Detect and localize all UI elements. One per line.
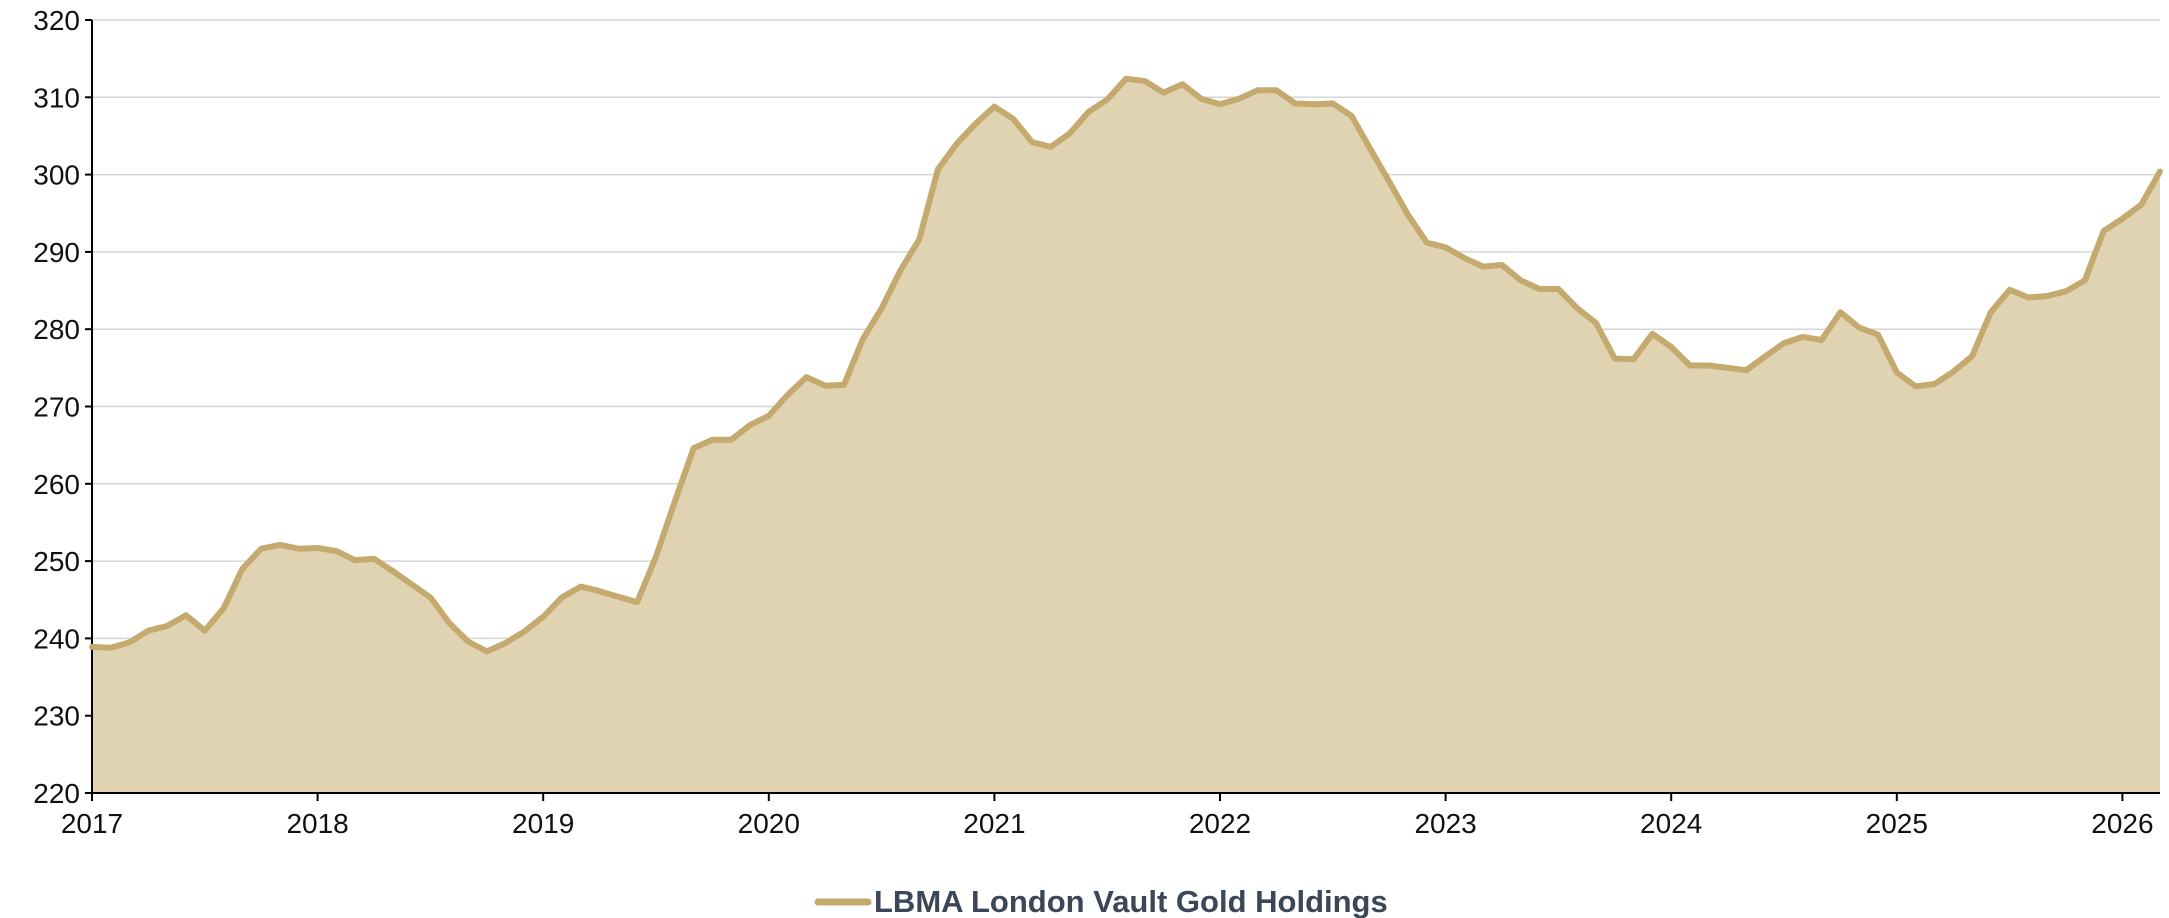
x-tick-label: 2018 <box>286 808 348 839</box>
x-tick-label: 2019 <box>512 808 574 839</box>
y-tick-label: 240 <box>33 623 80 654</box>
x-tick-label: 2017 <box>61 808 123 839</box>
x-axis-ticks: 2017 2018 2019 2020 2021 2022 2023 2024 2025 2026 <box>61 793 2154 839</box>
y-tick-label: 280 <box>33 314 80 345</box>
series-area-fill <box>92 78 2160 793</box>
y-tick-label: 260 <box>33 469 80 500</box>
y-tick-label: 250 <box>33 546 80 577</box>
x-tick-label: 2024 <box>1640 808 1702 839</box>
y-tick-label: 320 <box>33 5 80 36</box>
x-tick-label: 2025 <box>1866 808 1928 839</box>
legend: LBMA London Vault Gold Holdings <box>814 884 1388 918</box>
series-line <box>89 75 2163 655</box>
y-tick-label: 310 <box>33 82 80 113</box>
x-tick-label: 2026 <box>2091 808 2153 839</box>
legend-label: LBMA London Vault Gold Holdings <box>874 884 1388 918</box>
y-tick-label: 270 <box>33 392 80 423</box>
y-axis-ticks: 220 230 240 250 260 270 280 290 300 310 320 <box>33 5 92 809</box>
x-tick-label: 2021 <box>963 808 1025 839</box>
x-tick-label: 2023 <box>1414 808 1476 839</box>
y-tick-label: 290 <box>33 237 80 268</box>
x-tick-label: 2020 <box>738 808 800 839</box>
y-tick-label: 220 <box>33 778 80 809</box>
x-tick-label: 2022 <box>1189 808 1251 839</box>
y-tick-label: 300 <box>33 160 80 191</box>
y-tick-label: 230 <box>33 701 80 732</box>
